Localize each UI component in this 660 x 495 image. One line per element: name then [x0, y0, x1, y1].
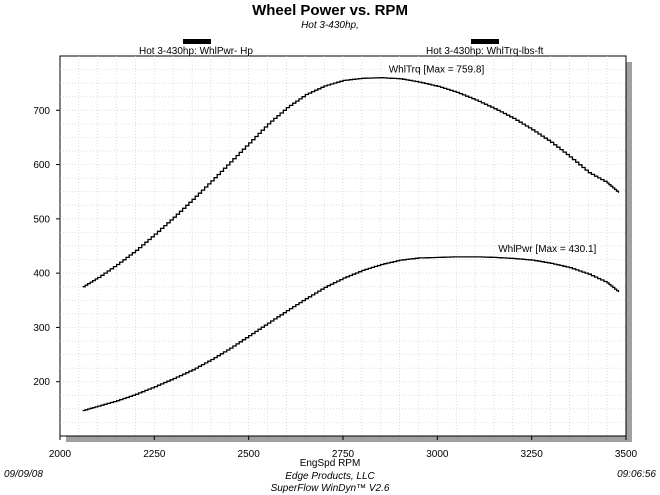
y-tick-label: 600 — [33, 160, 50, 171]
y-tick-label: 300 — [33, 323, 50, 334]
footer-company: Edge Products, LLC — [285, 471, 375, 482]
x-tick-label: 3500 — [615, 449, 638, 460]
x-tick-label: 2000 — [49, 449, 72, 460]
x-tick-label: 3250 — [521, 449, 544, 460]
x-tick-label: 2500 — [238, 449, 261, 460]
y-tick-label: 200 — [33, 377, 50, 388]
chart-subtitle: Hot 3-430hp, — [301, 20, 359, 31]
torque-line-annotation: WhlTrq [Max = 759.8] — [389, 65, 485, 76]
legend-swatch-torque — [471, 39, 499, 44]
footer-time: 09:06:56 — [617, 469, 656, 480]
x-axis-label: EngSpd RPM — [299, 458, 361, 469]
y-tick-label: 400 — [33, 269, 50, 280]
power-line — [82, 256, 620, 412]
frame-shadow-right — [626, 62, 632, 442]
torque-line — [82, 77, 620, 288]
x-tick-label: 2250 — [143, 449, 166, 460]
footer-date: 09/09/08 — [4, 469, 43, 480]
legend-label-power: Hot 3-430hp: WhlPwr- Hp — [139, 46, 253, 57]
frame-shadow-bottom — [66, 436, 632, 442]
footer-software: SuperFlow WinDyn™ V2.6 — [270, 483, 390, 494]
x-tick-label: 2750 — [332, 449, 355, 460]
y-tick-label: 700 — [33, 106, 50, 117]
legend-label-torque: Hot 3-430hp: WhlTrq-lbs-ft — [426, 46, 544, 57]
y-tick-label: 500 — [33, 214, 50, 225]
x-tick-label: 3000 — [426, 449, 449, 460]
chart-title: Wheel Power vs. RPM — [252, 2, 408, 19]
power-line-annotation: WhlPwr [Max = 430.1] — [498, 244, 596, 255]
legend-swatch-power — [183, 39, 211, 44]
